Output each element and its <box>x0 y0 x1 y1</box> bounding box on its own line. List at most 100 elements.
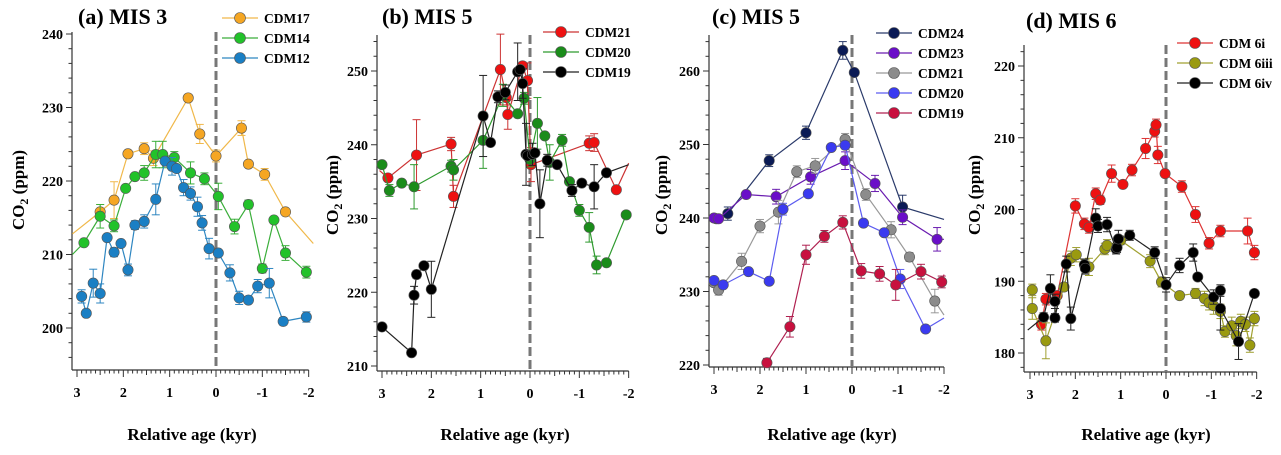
data-point <box>196 217 208 229</box>
data-point <box>383 184 395 196</box>
data-point <box>929 295 941 307</box>
x-tick-label: 2 <box>428 387 435 402</box>
data-point <box>376 321 388 333</box>
data-point <box>76 290 88 302</box>
y-tick-label: 220 <box>994 60 1015 75</box>
x-tick-label: 3 <box>711 383 718 398</box>
data-point <box>1044 282 1056 294</box>
data-point <box>717 279 729 291</box>
data-point <box>1214 303 1226 315</box>
data-point <box>233 292 245 304</box>
x-tick-label: 0 <box>527 387 534 402</box>
data-point <box>191 201 203 213</box>
data-point <box>1140 143 1152 155</box>
data-point <box>1026 303 1038 315</box>
data-point <box>129 219 141 231</box>
data-point <box>541 154 553 166</box>
data-point <box>583 221 595 233</box>
data-point <box>277 315 289 327</box>
data-point <box>108 194 120 206</box>
data-point <box>259 168 271 180</box>
data-point <box>878 227 890 239</box>
panel-title: (b) MIS 5 <box>382 4 472 29</box>
data-point <box>279 247 291 259</box>
legend-marker <box>234 12 246 24</box>
legend-marker <box>888 47 900 59</box>
data-point <box>837 216 849 228</box>
series-cdm19 <box>376 42 629 359</box>
data-point <box>203 243 215 255</box>
data-point <box>300 266 312 278</box>
data-point <box>931 233 943 245</box>
legend-label: CDM 6i <box>1219 36 1265 51</box>
x-tick-label: -1 <box>573 387 585 402</box>
data-point <box>485 137 497 149</box>
series-cdm23 <box>708 151 944 252</box>
x-tick-label: 2 <box>1072 388 1079 403</box>
x-tick-label: 0 <box>1163 388 1170 403</box>
series-cdm-6i <box>1035 118 1260 331</box>
series-cdm20 <box>708 139 945 335</box>
data-point <box>1106 168 1118 180</box>
data-point <box>936 276 948 288</box>
data-point <box>1248 247 1260 259</box>
data-point <box>1026 284 1038 296</box>
data-point <box>736 255 748 267</box>
data-point <box>1070 249 1082 261</box>
data-point <box>1159 168 1171 180</box>
series-line <box>81 160 307 323</box>
data-point <box>279 206 291 218</box>
y-tick-label: 190 <box>994 275 1015 290</box>
data-point <box>839 139 851 151</box>
data-point <box>763 155 775 167</box>
data-point <box>115 237 127 249</box>
data-point <box>1060 258 1072 270</box>
data-point <box>1214 285 1226 297</box>
panel-c: 220 230 240 250 260 3 2 1 0 -1 -2 CDM24 CDM23 CDM21 CD… <box>652 4 964 444</box>
data-point <box>138 215 150 227</box>
legend-marker <box>888 67 900 79</box>
data-point <box>108 246 120 258</box>
y-tick-label: 210 <box>994 132 1015 147</box>
data-point <box>825 141 837 153</box>
data-point <box>517 78 529 90</box>
data-point <box>1187 247 1199 259</box>
legend-label: CDM20 <box>918 86 964 101</box>
x-tick-label: -2 <box>623 387 635 402</box>
data-point <box>800 249 812 261</box>
data-point <box>591 259 603 271</box>
data-point <box>425 283 437 295</box>
data-point <box>418 260 430 272</box>
data-point <box>1242 225 1254 237</box>
data-point <box>477 110 489 122</box>
y-axis-title: CO2 (ppm) <box>965 155 987 235</box>
legend-marker <box>555 66 567 78</box>
legend-label: CDM20 <box>585 45 631 60</box>
data-point <box>761 357 773 369</box>
data-point <box>1233 336 1245 348</box>
data-point <box>242 158 254 170</box>
data-point <box>212 247 224 259</box>
data-point <box>408 289 420 301</box>
series-line <box>1040 124 1255 325</box>
data-point <box>1248 287 1260 299</box>
data-point <box>848 66 860 78</box>
data-point <box>576 177 588 189</box>
data-point <box>129 171 141 183</box>
data-point <box>210 150 222 162</box>
data-point <box>915 266 927 278</box>
legend-label: CDM24 <box>918 26 964 41</box>
data-point <box>1174 259 1186 271</box>
y-tick-label: 180 <box>994 347 1015 362</box>
x-tick-label: -1 <box>892 383 904 398</box>
data-point <box>1126 164 1138 176</box>
legend-label: CDM23 <box>918 46 964 61</box>
data-point <box>777 203 789 215</box>
data-point <box>408 181 420 193</box>
data-point <box>122 264 134 276</box>
data-point <box>406 347 418 359</box>
legend-label: CDM 6iv <box>1219 76 1272 91</box>
data-point <box>1214 225 1226 237</box>
